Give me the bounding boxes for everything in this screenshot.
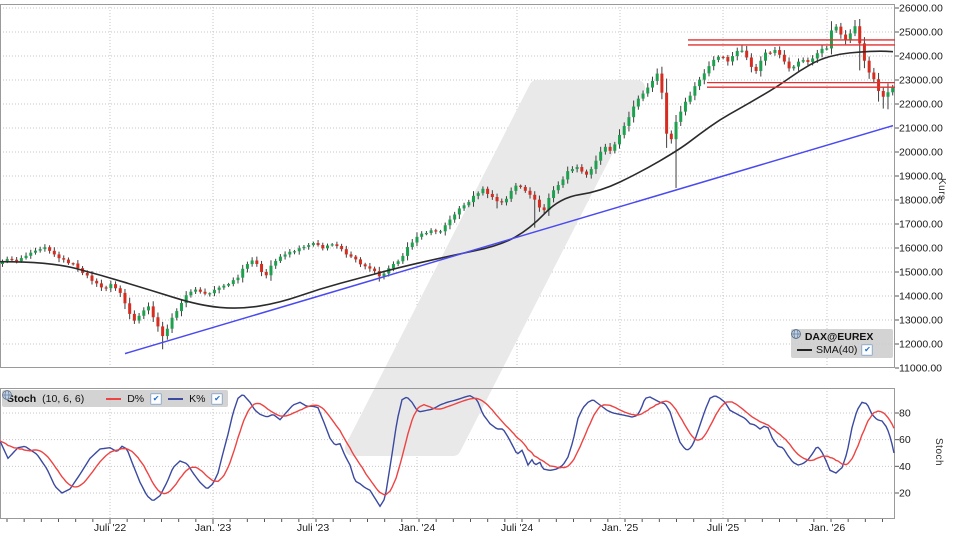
svg-text:22000.00: 22000.00: [899, 99, 943, 111]
sma-line: [0, 50, 894, 309]
sma-checkbox[interactable]: ✔: [861, 344, 874, 356]
globe-icon[interactable]: [2, 390, 100, 404]
price-legend: DAX@EUREX SMA(40) ✔: [791, 329, 894, 358]
k-label: K%: [189, 392, 206, 405]
svg-text:60: 60: [899, 434, 911, 446]
svg-text:Jan. '23: Jan. '23: [195, 522, 232, 534]
svg-text:24000.00: 24000.00: [899, 51, 943, 63]
svg-text:80: 80: [899, 408, 911, 420]
globe-icon[interactable]: [791, 329, 887, 342]
svg-text:15000.00: 15000.00: [899, 267, 943, 279]
svg-text:Juli '24: Juli '24: [501, 522, 534, 534]
d-label: D%: [127, 392, 145, 405]
svg-text:20: 20: [899, 487, 911, 499]
svg-text:17000.00: 17000.00: [899, 219, 943, 231]
svg-text:40: 40: [899, 461, 911, 473]
panel-borders: [0, 4, 895, 519]
svg-text:26000.00: 26000.00: [899, 3, 943, 15]
watermark: [345, 80, 645, 456]
svg-text:19000.00: 19000.00: [899, 171, 943, 183]
svg-text:12000.00: 12000.00: [899, 339, 943, 351]
stoch-params: (10, 6, 6): [42, 392, 85, 405]
sma-line-sample: [797, 349, 812, 351]
svg-text:Juli '25: Juli '25: [707, 522, 740, 534]
svg-text:21000.00: 21000.00: [899, 123, 943, 135]
svg-text:13000.00: 13000.00: [899, 315, 943, 327]
stoch-axis-title: Stoch: [933, 438, 944, 467]
d-line-sample: [106, 397, 122, 400]
d-checkbox[interactable]: ✔: [150, 392, 163, 405]
k-line-sample: [168, 397, 184, 400]
price-axis-title: Kurs: [936, 178, 947, 201]
candles: [1, 18, 895, 350]
stoch-legend: Stoch (10, 6, 6) D% ✔ K% ✔: [2, 390, 229, 407]
svg-text:Juli '22: Juli '22: [94, 522, 127, 534]
svg-text:23000.00: 23000.00: [899, 75, 943, 87]
svg-text:Jan. '24: Jan. '24: [399, 522, 436, 534]
svg-text:25000.00: 25000.00: [899, 27, 943, 39]
trendline: [124, 124, 894, 355]
svg-text:14000.00: 14000.00: [899, 291, 943, 303]
svg-text:20000.00: 20000.00: [899, 147, 943, 159]
svg-text:Jan. '26: Jan. '26: [809, 522, 846, 534]
price-axis: 26000.00 25000.00 24000.00 23000.00 22000.00…: [895, 3, 943, 375]
globe-icon[interactable]: [791, 329, 887, 355]
x-axis: Juli '22 Jan. '23 Juli '23 Jan. '24 Juli '24…: [6, 519, 884, 534]
stoch-title: Stoch: [7, 392, 37, 405]
svg-text:Juli '23: Juli '23: [297, 522, 330, 534]
svg-text:Jan. '25: Jan. '25: [602, 522, 639, 534]
instrument-label: DAX@EUREX: [804, 331, 874, 343]
stoch-d-line: [0, 397, 895, 496]
zone-lines: [688, 39, 895, 88]
stoch-k-line: [0, 394, 895, 508]
svg-text:11000.00: 11000.00: [899, 363, 942, 375]
k-checkbox[interactable]: ✔: [211, 392, 224, 405]
svg-text:18000.00: 18000.00: [899, 195, 943, 207]
sma-label: SMA(40): [816, 344, 858, 356]
stoch-axis: 20 40 60 80: [895, 408, 911, 499]
svg-text:16000.00: 16000.00: [899, 243, 943, 255]
